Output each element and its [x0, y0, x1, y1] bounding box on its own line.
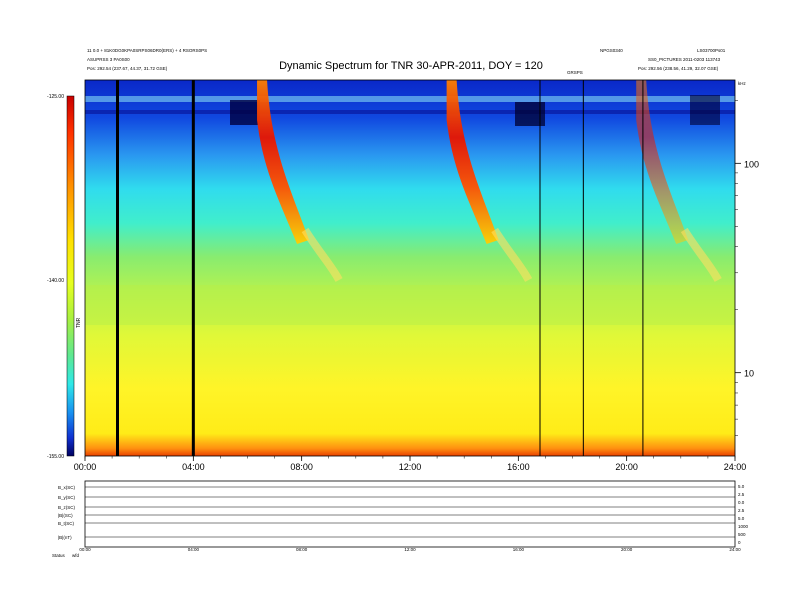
bottom-time-label: 00:00 — [79, 547, 91, 552]
bottom-row-label: B_y(SC) — [58, 495, 76, 500]
header-right-line3: Pos: 292.56 (238.56, 41.29, 32.07 GSE) — [638, 66, 719, 71]
bottom-right-label: 0.0 — [738, 500, 745, 505]
spectrogram-background — [85, 80, 735, 456]
bottom-time-label: 04:00 — [188, 547, 200, 552]
x-tick-label: 12:00 — [399, 462, 422, 472]
bottom-right-label: 5.0 — [738, 484, 745, 489]
bottom-panel-frame — [84, 480, 736, 548]
colorbar-label: TNR — [76, 317, 82, 328]
y-axis-unit-label: kHz — [738, 81, 746, 86]
bottom-right-label: 2.5 — [738, 492, 745, 497]
bottom-right-label: 1000 — [738, 524, 749, 529]
burst-tail — [680, 227, 722, 282]
x-tick-label: 16:00 — [507, 462, 530, 472]
bottom-row-label: B_t(SC) — [58, 521, 75, 526]
spectrogram-band — [85, 285, 735, 325]
burst-tail — [301, 227, 343, 282]
bottom-time-label: 16:00 — [513, 547, 525, 552]
radio-burst — [257, 80, 310, 244]
spectrogram-dark-patch — [230, 100, 260, 125]
spectrogram-dark-patch — [690, 95, 720, 125]
chart-title: Dynamic Spectrum for TNR 30-APR-2011, DO… — [279, 60, 543, 72]
radio-burst — [636, 80, 689, 244]
bottom-time-label: 12:00 — [404, 547, 416, 552]
bottom-time-label: 08:00 — [296, 547, 308, 552]
x-tick-label: 24:00 — [724, 462, 747, 472]
bottom-row-label: B_x(SC) — [58, 485, 76, 490]
bottom-panel-rows: B_x(SC) B_y(SC) B_z(SC) |B|(SC) B_t(SC) |B|(n… — [58, 484, 749, 545]
radio-burst — [446, 80, 499, 244]
bottom-right-label: 5.0 — [738, 516, 745, 521]
y-tick-label: 100 — [744, 159, 759, 169]
colorbar-tick-bottom: -155.00 — [47, 454, 64, 460]
header-left-line3: Pos: 292.54 (237.67, 44.37, 31.72 GSE) — [87, 66, 168, 71]
spectrogram — [85, 80, 735, 456]
colorbar — [66, 95, 75, 457]
y-ticks: 100 10 — [735, 100, 759, 436]
bottom-row-label: |B|(nT) — [58, 535, 72, 540]
x-ticks: 00:00 04:00 08:00 12:00 16:00 20:00 24:00 — [74, 456, 747, 472]
status-value: wfd — [72, 553, 80, 558]
header-right-line2: SS0_PICTURES 2011-0203 113743 — [648, 57, 721, 62]
x-tick-label: 08:00 — [290, 462, 313, 472]
header-right-code2: LS03700Ps01 — [697, 48, 726, 53]
y-tick-label: 10 — [744, 369, 754, 379]
x-tick-label: 04:00 — [182, 462, 205, 472]
data-gaps-layer — [116, 80, 644, 456]
header-mid-label: GRSPS — [567, 70, 583, 75]
status-label: Status — [52, 553, 66, 558]
bottom-right-label: 0 — [738, 540, 741, 545]
bursts-layer — [257, 80, 722, 282]
burst-tail — [491, 227, 533, 282]
header-left-line1: 11 0.0 + 81K0DG0KPA0SRPS06DR0(ERS) + 4 R… — [87, 48, 207, 53]
spectrogram-band — [85, 110, 735, 114]
header-left-line2: ASUPRSS 3 PA0S00 — [87, 57, 130, 62]
bottom-row-label: |B|(SC) — [58, 513, 73, 518]
colorbar-tick-top: -125.00 — [47, 94, 64, 100]
bottom-panel-time-ticks: 00:00 04:00 08:00 12:00 16:00 20:00 24:00 — [79, 547, 741, 552]
spectrogram-band — [85, 96, 735, 102]
header-right-code1: NPGS0340 — [600, 48, 623, 53]
bottom-right-label: 500 — [738, 532, 746, 537]
bottom-time-label: 20:00 — [621, 547, 633, 552]
bottom-time-label: 24:00 — [729, 547, 741, 552]
bottom-row-label: B_z(SC) — [58, 505, 76, 510]
x-tick-label: 20:00 — [615, 462, 638, 472]
bottom-right-label: 2.5 — [738, 508, 745, 513]
colorbar-tick-mid: -140.00 — [47, 278, 64, 284]
x-tick-label: 00:00 — [74, 462, 97, 472]
